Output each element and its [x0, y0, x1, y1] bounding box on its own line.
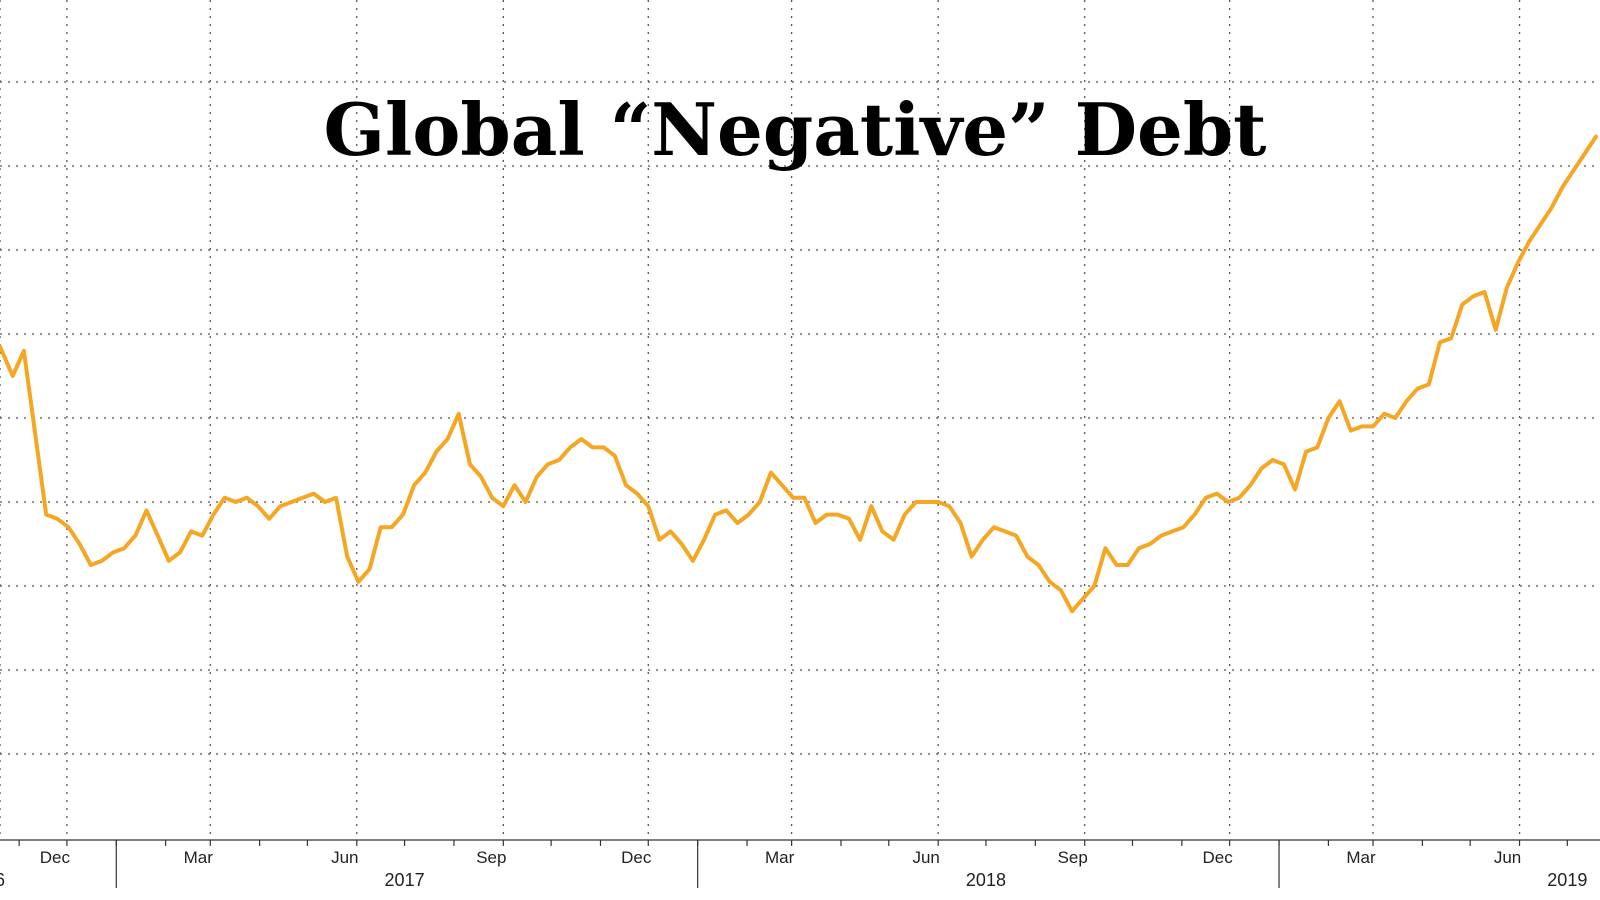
x-year-label: 2017	[385, 870, 425, 890]
x-tick-label: Dec	[621, 848, 652, 867]
x-axis: ...DecMarJunSepDecMarJunSepDecMarJun6201…	[0, 839, 1600, 890]
series	[0, 134, 1598, 614]
x-tick-label: Mar	[765, 848, 795, 867]
x-tick-label: Mar	[1346, 848, 1376, 867]
x-tick-label: Jun	[1494, 848, 1521, 867]
x-tick-label: Dec	[40, 848, 71, 867]
x-tick-label: Jun	[331, 848, 358, 867]
x-tick-label: Mar	[184, 848, 214, 867]
series-line	[0, 134, 1598, 614]
x-year-label: 2018	[966, 870, 1006, 890]
x-year-label: 2019	[1547, 870, 1587, 890]
grid	[0, 0, 1600, 838]
x-year-label: 6	[0, 870, 5, 890]
chart-title: Global “Negative” Debt	[324, 87, 1267, 172]
x-tick-label: Dec	[1203, 848, 1234, 867]
x-tick-label: Sep	[476, 848, 506, 867]
x-tick-label: Sep	[1058, 848, 1088, 867]
x-tick-label: Jun	[912, 848, 939, 867]
